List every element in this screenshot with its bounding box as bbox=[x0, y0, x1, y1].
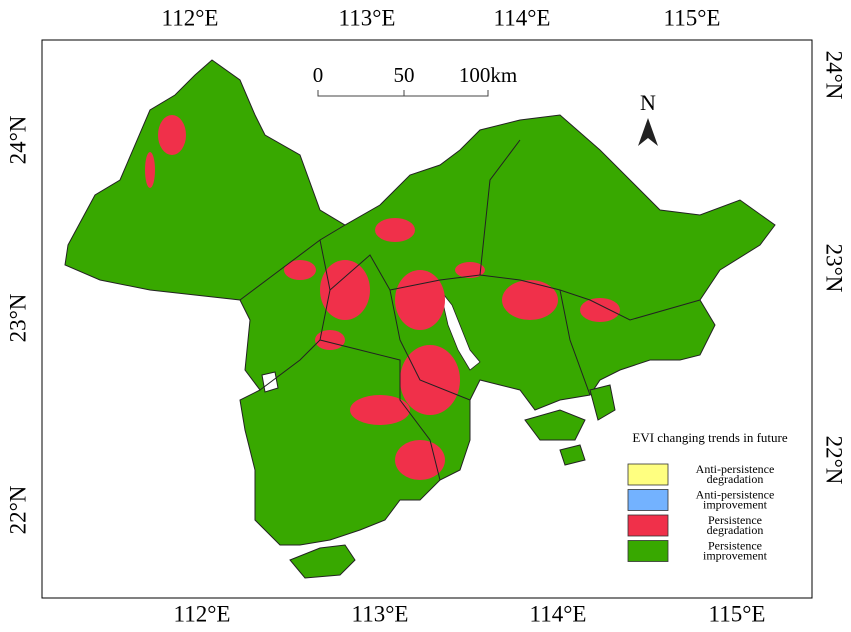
island bbox=[524, 409, 586, 441]
coordinate-label: 115°E bbox=[664, 5, 721, 30]
legend-swatch bbox=[627, 489, 669, 511]
degradation-patches bbox=[145, 115, 620, 480]
north-arrow-head bbox=[638, 118, 658, 146]
legend-swatch bbox=[627, 540, 669, 562]
region bbox=[64, 59, 776, 579]
north-arrow: N bbox=[638, 90, 658, 146]
north-label: N bbox=[640, 90, 656, 115]
coordinate-label: 113°E bbox=[339, 5, 396, 30]
island bbox=[589, 384, 616, 421]
estuary bbox=[439, 289, 481, 371]
legend-swatch bbox=[627, 514, 669, 537]
island bbox=[289, 544, 356, 579]
boundaries bbox=[239, 139, 701, 481]
legend-label: Persistence bbox=[708, 539, 762, 553]
legend-swatch bbox=[627, 463, 669, 486]
legend-label: degradation bbox=[707, 523, 764, 537]
coordinate-label: 114°E bbox=[494, 5, 551, 30]
coordinate-label: 23°N bbox=[5, 293, 30, 342]
coordinate-label: 24°N bbox=[5, 115, 30, 164]
coordinate-label: 22°N bbox=[822, 436, 847, 485]
scale-label: 0 bbox=[313, 63, 324, 87]
coordinate-label: 112°E bbox=[162, 5, 219, 30]
legend-label: improvement bbox=[703, 549, 768, 563]
legend-label: Anti-persistence bbox=[696, 488, 775, 502]
scale-bar bbox=[317, 90, 489, 97]
legend-label: Anti-persistence bbox=[696, 462, 775, 476]
coordinate-label: 22°N bbox=[5, 485, 30, 534]
coordinate-label: 23°N bbox=[822, 244, 847, 293]
legend-label: Persistence bbox=[708, 513, 762, 527]
coordinate-label: 24°N bbox=[822, 51, 847, 100]
island bbox=[559, 444, 586, 466]
legend-title: EVI changing trends in future bbox=[632, 430, 787, 445]
scale-label: 100km bbox=[459, 63, 517, 87]
coordinate-label: 112°E bbox=[174, 601, 231, 626]
coordinate-label: 114°E bbox=[530, 601, 587, 626]
coordinate-label: 113°E bbox=[352, 601, 409, 626]
scale-line bbox=[317, 90, 489, 97]
scale-label: 50 bbox=[394, 63, 415, 87]
coordinate-label: 115°E bbox=[709, 601, 766, 626]
legend-label: improvement bbox=[703, 498, 768, 512]
legend-label: degradation bbox=[707, 472, 764, 486]
